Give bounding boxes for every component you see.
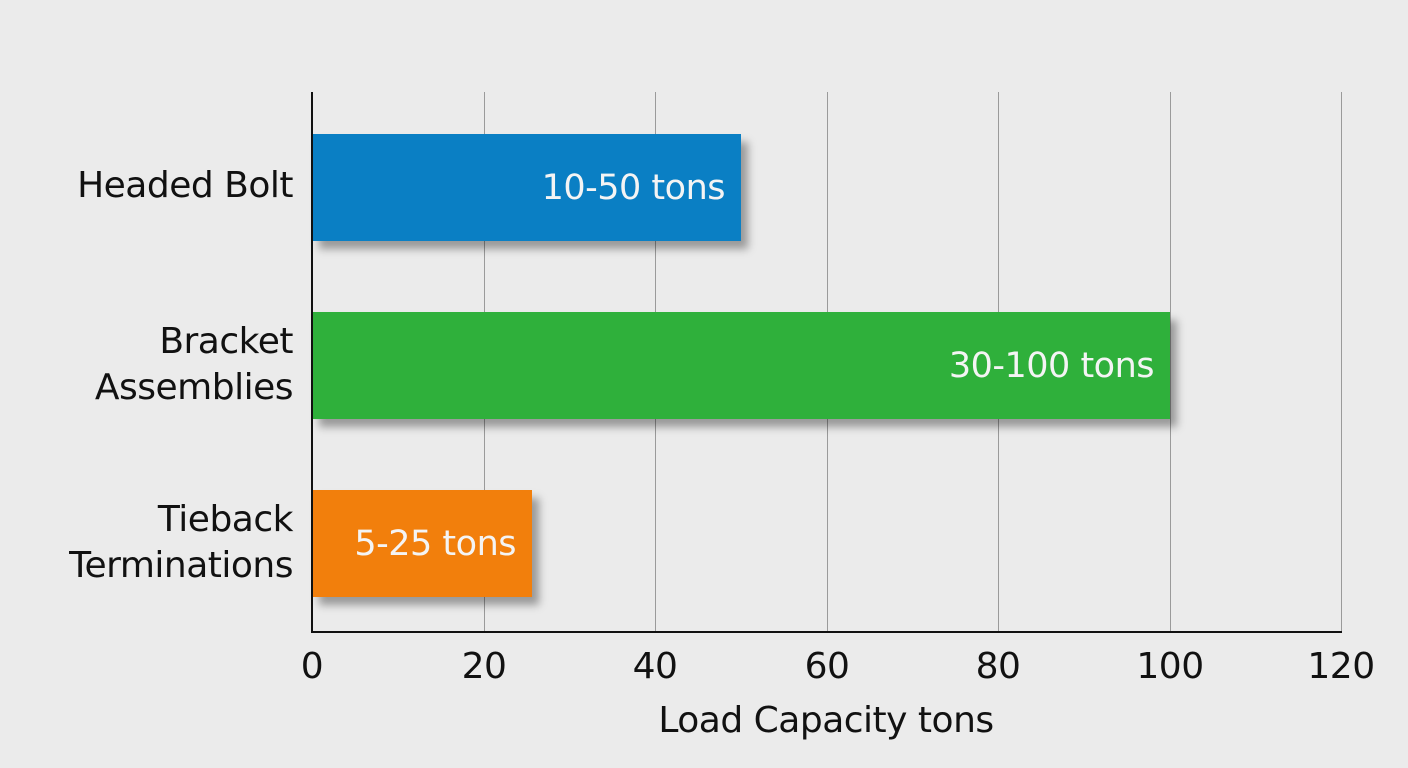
category-label: Tieback Terminations (69, 499, 293, 586)
x-tick-label: 100 (1136, 646, 1204, 687)
x-tick-label: 60 (804, 646, 850, 687)
x-axis-line (311, 631, 1342, 633)
gridline (1170, 92, 1171, 632)
x-tick-label: 80 (975, 646, 1021, 687)
bar-data-label: 5-25 tons (354, 523, 516, 564)
bar-headed-bolt: 10-50 tons (312, 134, 741, 241)
x-tick-label: 120 (1307, 646, 1375, 687)
y-axis-line (311, 92, 313, 633)
x-axis-title: Load Capacity tons (658, 700, 994, 741)
x-tick-label: 0 (300, 646, 324, 687)
x-tick-label: 20 (461, 646, 507, 687)
bar-tieback-terminations: 5-25 tons (312, 490, 532, 597)
bar-bracket-assemblies: 30-100 tons (312, 312, 1170, 419)
category-label: Headed Bolt (77, 165, 293, 206)
category-label: Bracket Assemblies (94, 321, 294, 408)
x-tick-label: 40 (632, 646, 678, 687)
gridline (1341, 92, 1342, 632)
bar-data-label: 30-100 tons (948, 345, 1155, 386)
bar-data-label: 10-50 tons (541, 167, 726, 208)
